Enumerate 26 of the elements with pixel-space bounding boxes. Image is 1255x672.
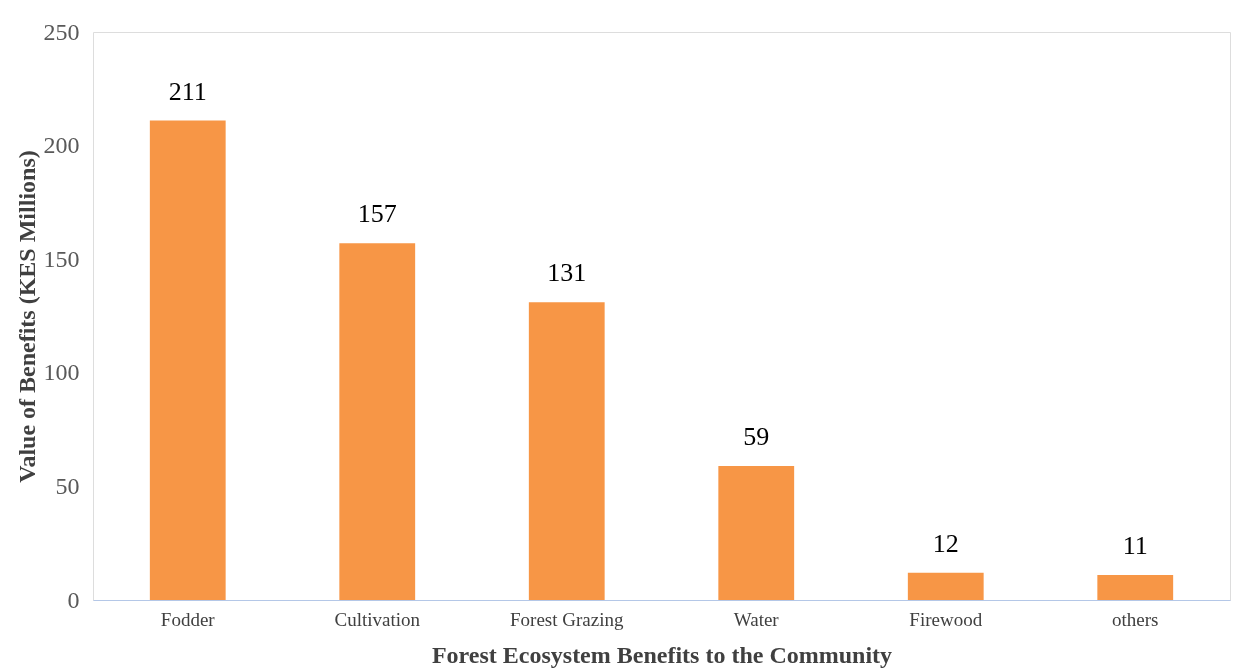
x-tick-label: Fodder [160,608,216,630]
bar [907,572,984,600]
y-tick-label: 100 [43,359,80,386]
x-tick-label: Firewood [909,608,983,630]
y-tick-label: 0 [67,586,80,613]
x-tick-label: others [1112,608,1159,630]
x-axis-title: Forest Ecosystem Benefits to the Community [431,641,893,668]
y-tick-label: 50 [55,472,80,499]
data-label: 59 [743,421,770,451]
data-label: 11 [1122,531,1148,561]
data-label: 211 [168,76,207,106]
y-tick-label: 250 [43,18,80,45]
bar [1097,575,1174,600]
data-label: 131 [547,258,587,288]
y-tick-label: 150 [43,245,80,272]
y-tick-label: 200 [43,132,80,159]
bar [718,465,795,600]
bar [339,243,416,600]
data-label: 157 [357,199,397,229]
x-tick-label: Cultivation [334,608,421,630]
bar [149,120,226,600]
y-axis-title: Value of Benefits (KES Millions) [13,150,40,483]
x-tick-label: Forest Grazing [510,608,624,630]
data-label: 12 [932,528,959,558]
x-tick-label: Water [733,608,780,630]
bar [528,302,605,600]
